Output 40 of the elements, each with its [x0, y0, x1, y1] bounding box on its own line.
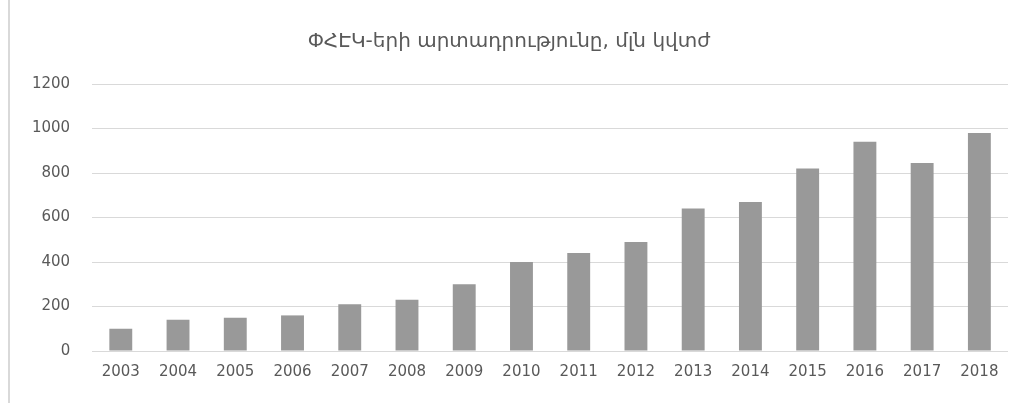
x-tick-label: 2009 [445, 361, 484, 380]
bar [738, 201, 762, 351]
chart-title: ՓՀԷԿ-երի արտադրությունը, մլն կվտժ [307, 28, 711, 53]
bar [624, 241, 648, 351]
x-tick-label: 2018 [960, 361, 999, 380]
bar [567, 253, 591, 351]
y-tick-label: 200 [41, 296, 71, 315]
bar [510, 262, 533, 351]
y-tick-label: 600 [41, 207, 71, 226]
x-tick-label: 2006 [273, 361, 312, 380]
x-tick-label: 2004 [158, 361, 198, 380]
x-tick-label: 2016 [845, 361, 884, 380]
bar [281, 315, 304, 351]
x-tick-label: 2013 [674, 361, 713, 380]
x-tick-label: 2015 [788, 361, 827, 380]
bar [166, 319, 190, 351]
x-tick-label: 2005 [216, 361, 255, 380]
x-tick-label: 2008 [387, 361, 427, 380]
bar [338, 304, 362, 351]
y-tick-label: 0 [60, 340, 71, 359]
x-tick-label: 2010 [502, 361, 541, 380]
bar [910, 162, 934, 351]
bar [395, 299, 419, 351]
x-tick-label: 2007 [330, 361, 369, 380]
x-tick-label: 2012 [616, 361, 656, 380]
bar [223, 317, 247, 351]
y-tick-label: 400 [41, 251, 71, 270]
x-tick-label: 2014 [731, 361, 770, 380]
y-tick-label: 800 [41, 162, 71, 181]
bar [681, 208, 705, 351]
x-tick-label: 2011 [559, 361, 598, 380]
bar [967, 132, 991, 351]
bar [452, 284, 476, 351]
y-tick-label: 1200 [31, 73, 71, 92]
bar [796, 168, 820, 351]
x-tick-label: 2017 [903, 361, 942, 380]
bar [109, 328, 133, 351]
x-tick-label: 2003 [101, 361, 140, 380]
y-tick-label: 1000 [31, 118, 71, 137]
bar [853, 141, 877, 351]
